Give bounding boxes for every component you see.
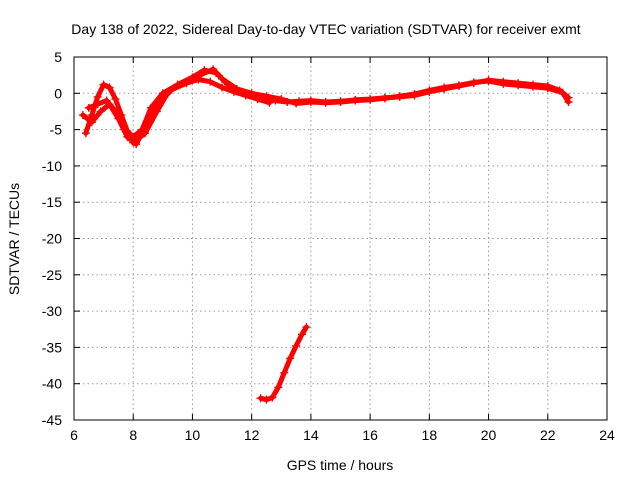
data-point (499, 79, 508, 88)
data-point (111, 95, 120, 104)
x-tick-label: 6 (70, 427, 78, 443)
data-point (99, 80, 108, 89)
data-point (298, 330, 307, 339)
data-point (262, 92, 271, 101)
series-isolated-arc (256, 323, 311, 404)
y-tick-label: -40 (42, 376, 62, 392)
data-point (194, 75, 203, 84)
data-point (425, 86, 434, 95)
data-point (144, 118, 153, 127)
data-point (167, 85, 176, 94)
x-tick-label: 14 (303, 427, 319, 443)
y-tick-label: -35 (42, 339, 62, 355)
data-series (78, 65, 573, 404)
data-point (454, 81, 463, 90)
data-point (78, 111, 87, 120)
x-tick-label: 16 (362, 427, 378, 443)
grid-lines (74, 57, 607, 420)
data-point (277, 95, 286, 104)
data-point (253, 95, 262, 104)
y-tick-label: -5 (50, 122, 63, 138)
data-point (93, 100, 102, 109)
y-tick-label: -15 (42, 194, 62, 210)
data-point (218, 74, 227, 83)
data-point (265, 98, 274, 107)
data-point (87, 118, 96, 127)
data-point (395, 92, 404, 101)
series-main-c (78, 75, 274, 149)
data-point (182, 79, 191, 88)
y-tick-label: -20 (42, 231, 62, 247)
data-point (306, 98, 315, 107)
x-tick-label: 22 (540, 427, 556, 443)
data-point (484, 76, 493, 85)
data-point (274, 383, 283, 392)
x-axis-title: GPS time / hours (287, 457, 394, 473)
x-tick-label: 24 (599, 427, 615, 443)
data-point (366, 95, 375, 104)
data-point (209, 65, 218, 74)
data-point (380, 94, 389, 103)
data-point (96, 107, 105, 116)
data-point (262, 395, 271, 404)
x-tick-label: 10 (185, 427, 201, 443)
data-point (514, 81, 523, 90)
data-point (87, 111, 96, 120)
data-point (292, 99, 301, 108)
data-point (543, 84, 552, 93)
data-point (469, 78, 478, 87)
y-tick-label: 0 (54, 85, 62, 101)
data-point (241, 91, 250, 100)
data-point (336, 98, 345, 107)
data-point (105, 83, 114, 92)
data-point (286, 354, 295, 363)
data-point (302, 323, 311, 332)
data-point (132, 140, 141, 149)
x-tick-label: 12 (244, 427, 260, 443)
y-axis: 5 0 -5 -10 -15 -20 -25 -30 -35 -40 -45 (42, 49, 607, 428)
data-point (114, 114, 123, 123)
data-point (84, 103, 93, 112)
y-tick-label: -25 (42, 267, 62, 283)
data-point (528, 82, 537, 91)
y-axis-title: SDTVAR / TECUs (6, 183, 22, 295)
data-point (197, 70, 206, 79)
data-point (280, 368, 289, 377)
x-axis: 6 8 10 12 14 16 18 20 22 24 (70, 57, 615, 443)
x-tick-label: 20 (481, 427, 497, 443)
data-point (123, 132, 132, 141)
data-point (105, 100, 114, 109)
y-tick-label: 5 (54, 49, 62, 65)
data-point (321, 98, 330, 107)
data-point (93, 92, 102, 101)
data-point (410, 90, 419, 99)
data-point (558, 88, 567, 97)
data-point (564, 98, 573, 107)
data-point (351, 96, 360, 105)
chart-title: Day 138 of 2022, Sidereal Day-to-day VTE… (71, 21, 580, 37)
data-point (292, 341, 301, 350)
series-trace (258, 324, 309, 403)
x-tick-label: 8 (129, 427, 137, 443)
data-point (155, 98, 164, 107)
data-point (256, 394, 265, 403)
data-point (268, 393, 277, 402)
data-point (229, 87, 238, 96)
y-tick-label: -10 (42, 158, 62, 174)
series-main-b (84, 65, 573, 147)
y-tick-label: -45 (42, 412, 62, 428)
data-point (81, 129, 90, 138)
data-point (218, 83, 227, 92)
data-point (440, 83, 449, 92)
series-trace (86, 66, 571, 146)
y-tick-label: -30 (42, 303, 62, 319)
x-tick-label: 18 (422, 427, 438, 443)
data-point (206, 77, 215, 86)
